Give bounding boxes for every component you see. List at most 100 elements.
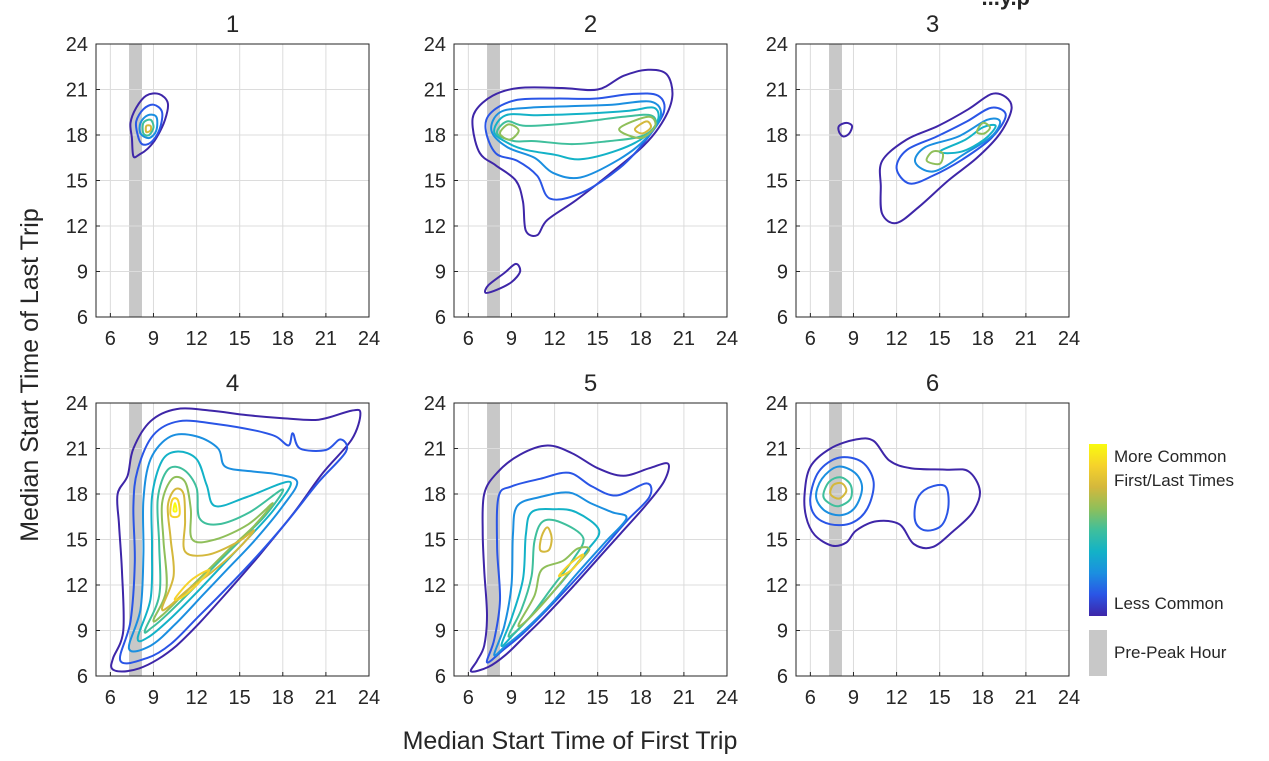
- contour-level-3: [138, 113, 159, 140]
- panel-4: 6 9 12 15 18 21 24 6 9 12 15 18 21 24 4: [66, 370, 380, 709]
- y-tick-label: 21: [424, 439, 446, 461]
- x-tick-label: 9: [148, 687, 159, 709]
- x-tick-label: 15: [229, 687, 251, 709]
- x-tick-label: 24: [716, 687, 738, 709]
- contour-level-6: [499, 123, 520, 141]
- x-tick-label: 15: [929, 328, 951, 350]
- contour-level-1: [837, 121, 854, 138]
- colorbar: [1089, 444, 1107, 616]
- x-tick-label: 18: [272, 328, 294, 350]
- panel-title: 5: [584, 370, 597, 397]
- contour-level-6: [152, 475, 274, 623]
- colorbar-bottom-label: Less Common: [1114, 594, 1224, 613]
- x-tick-label: 12: [543, 328, 565, 350]
- contour-level-1: [484, 262, 522, 294]
- y-tick-label: 12: [766, 216, 788, 238]
- y-tick-label: 12: [424, 216, 446, 238]
- x-tick-label: 12: [885, 687, 907, 709]
- contour-level-1: [803, 437, 981, 550]
- contour-level-7: [829, 481, 848, 500]
- contour-level-5: [507, 518, 585, 638]
- panel-5: 6 9 12 15 18 21 24 6 9 12 15 18 21 24 5: [424, 370, 738, 709]
- x-tick-label: 6: [805, 687, 816, 709]
- x-tick-label: 21: [1015, 687, 1037, 709]
- x-tick-label: 6: [805, 328, 816, 350]
- y-tick-label: 9: [77, 262, 88, 284]
- x-tick-label: 18: [272, 687, 294, 709]
- contour-level-8: [173, 568, 211, 601]
- y-tick-label: 9: [435, 262, 446, 284]
- x-tick-label: 6: [463, 687, 474, 709]
- contour-level-1: [129, 92, 170, 159]
- contour-level-6: [925, 150, 945, 166]
- contour-level-7: [144, 124, 153, 134]
- y-tick-label: 9: [77, 621, 88, 643]
- y-tick-label: 6: [435, 666, 446, 688]
- x-tick-label: 21: [1015, 328, 1037, 350]
- contour-level-7: [538, 526, 553, 553]
- y-tick-label: 24: [66, 393, 88, 415]
- contour-level-8: [169, 497, 181, 519]
- y-tick-label: 18: [66, 484, 88, 506]
- contour-group: [110, 407, 362, 673]
- contour-level-3: [815, 465, 864, 517]
- x-tick-label: 9: [848, 328, 859, 350]
- y-tick-label: 9: [777, 262, 788, 284]
- colorbar-top-label-line2: First/Last Times: [1114, 471, 1234, 490]
- x-tick-label: 21: [315, 328, 337, 350]
- contour-group: [837, 92, 1013, 225]
- y-tick-label: 12: [766, 575, 788, 597]
- y-tick-label: 18: [766, 125, 788, 147]
- x-tick-label: 24: [716, 328, 738, 350]
- y-tick-label: 18: [766, 484, 788, 506]
- contour-level-2: [485, 471, 653, 664]
- y-tick-label: 18: [424, 125, 446, 147]
- x-tick-label: 9: [848, 687, 859, 709]
- panel-title: 1: [226, 11, 239, 38]
- contour-level-8: [557, 553, 585, 578]
- panel-3: 6 9 12 15 18 21 24 6 9 12 15 18 21 24 3: [766, 11, 1080, 350]
- contour-level-6: [976, 121, 991, 135]
- pre-peak-legend-label: Pre-Peak Hour: [1114, 643, 1227, 662]
- contour-level-3: [914, 117, 1002, 173]
- y-tick-label: 12: [66, 216, 88, 238]
- y-tick-label: 21: [66, 80, 88, 102]
- panel-2: 6 9 12 15 18 21 24 6 9 12 15 18 21 24 2: [424, 11, 738, 350]
- y-tick-label: 24: [66, 34, 88, 56]
- contour-level-3: [493, 491, 628, 657]
- y-tick-label: 6: [777, 307, 788, 329]
- y-tick-label: 24: [766, 393, 788, 415]
- y-tick-label: 21: [766, 439, 788, 461]
- y-tick-label: 24: [424, 393, 446, 415]
- y-tick-label: 6: [777, 666, 788, 688]
- x-tick-label: 18: [972, 328, 994, 350]
- x-tick-label: 9: [148, 328, 159, 350]
- x-tick-label: 15: [587, 687, 609, 709]
- y-tick-label: 15: [424, 530, 446, 552]
- contour-level-2: [895, 106, 1007, 185]
- x-tick-label: 12: [185, 328, 207, 350]
- x-tick-label: 18: [630, 687, 652, 709]
- x-tick-label: 12: [885, 328, 907, 350]
- y-tick-label: 21: [66, 439, 88, 461]
- colorbar-top-label: More Common: [1114, 447, 1226, 466]
- y-tick-label: 21: [766, 80, 788, 102]
- contour-level-2: [913, 483, 950, 532]
- contour-group: [129, 92, 170, 159]
- x-tick-label: 15: [587, 328, 609, 350]
- y-axis-label: Median Start Time of Last Trip: [16, 208, 44, 541]
- y-tick-label: 6: [77, 666, 88, 688]
- y-tick-label: 15: [424, 171, 446, 193]
- contour-level-4: [136, 450, 292, 643]
- x-tick-label: 18: [972, 687, 994, 709]
- contour-level-1: [469, 444, 670, 673]
- x-tick-label: 6: [105, 328, 116, 350]
- contour-level-6: [517, 546, 591, 628]
- x-tick-label: 21: [673, 328, 695, 350]
- y-tick-label: 9: [435, 621, 446, 643]
- contour-group: [469, 444, 670, 673]
- y-tick-label: 15: [766, 171, 788, 193]
- panels-group: 6 9 12 15 18 21 24 6 9 12 15 18 21 24 1 6 9 12 15 18 21 24 6 9 1…: [66, 11, 1080, 709]
- contour-level-1: [878, 92, 1013, 225]
